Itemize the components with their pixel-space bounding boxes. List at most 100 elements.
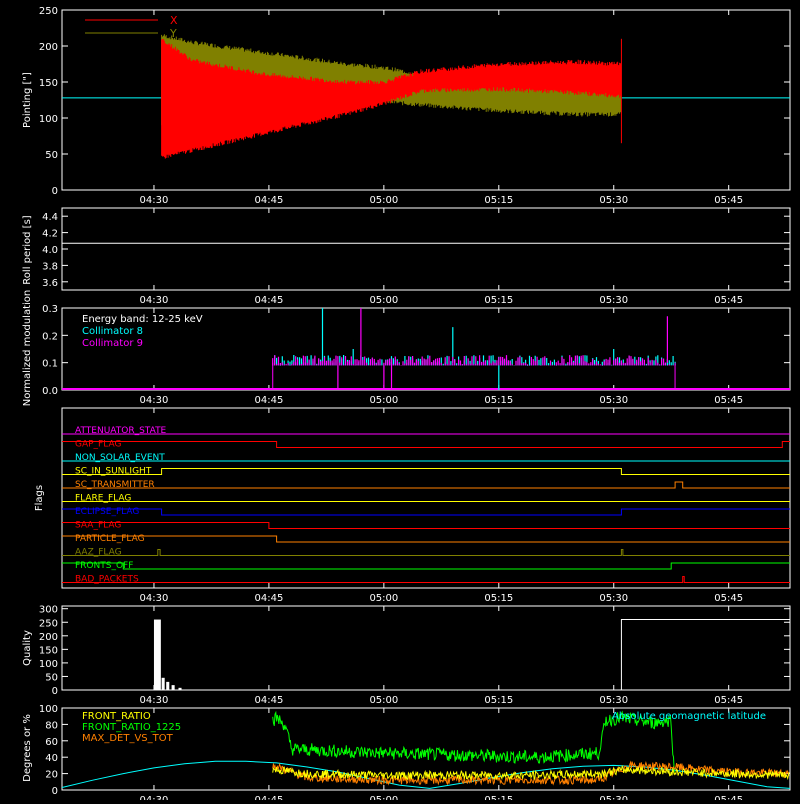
modulation-x-tick-label: 04:45 — [254, 395, 283, 406]
flag-label: FLARE_FLAG — [75, 494, 131, 504]
roll-x-tick-label: 05:15 — [484, 295, 513, 306]
flag-line — [62, 481, 790, 489]
flag-label: AAZ_FLAG — [75, 548, 122, 558]
flag-label: SAA_FLAG — [75, 521, 121, 531]
pointing-y-axis-label: Pointing ["] — [22, 72, 33, 128]
flag-label: PARTICLE_FLAG — [75, 534, 145, 544]
ratios-panel: 04:30 04:45 05:00 05:15 05:30 05:45 0 20 40 60 80 1… — [22, 704, 791, 804]
flags-x-tick-label: 04:30 — [140, 593, 169, 604]
flag-line — [62, 535, 790, 543]
pointing-x-tick-label: 05:00 — [369, 195, 398, 206]
pointing-legend-label: X — [170, 14, 178, 27]
quality-x-tick-label: 05:15 — [484, 695, 513, 706]
ratios-legend-label: MAX_DET_VS_TOT — [82, 733, 174, 744]
ratios-legend-label: FRONT_RATIO_1225 — [82, 722, 181, 733]
roll-y-tick-label: 3.8 — [42, 261, 58, 272]
flag-line — [62, 508, 790, 516]
ratios-series-front_ratio — [272, 764, 790, 781]
modulation-y-axis-label: Normalized modulation — [22, 290, 33, 407]
modulation-legend-label: Collimator 9 — [82, 338, 143, 349]
pointing-y-tick-label: 0 — [52, 186, 58, 197]
modulation-panel: 04:30 04:45 05:00 05:15 05:30 05:45 0.0 0.1 0.2 0… — [22, 290, 791, 407]
flag-label: SC_IN_SUNLIGHT — [75, 467, 152, 477]
modulation-series-collimator-8 — [272, 308, 676, 390]
pointing-y-tick-label: 150 — [39, 78, 58, 89]
quality-bar — [153, 619, 161, 690]
pointing-y-tick-label: 250 — [39, 6, 58, 17]
roll-panel: 04:30 04:45 05:00 05:15 05:30 05:45 3.6 3.8 4.0 4… — [22, 207, 791, 306]
ratios-annotation: Absolute geomagnetic latitude — [612, 711, 766, 722]
quality-bar — [161, 677, 165, 690]
quality-y-tick-label: 0 — [52, 686, 58, 697]
ratios-x-tick-label: 05:30 — [599, 795, 628, 800]
pointing-x-tick-label: 05:45 — [714, 195, 743, 206]
pointing-x-tick-label: 04:30 — [140, 195, 169, 206]
quality-bar — [166, 681, 170, 690]
ratios-x-tick-label: 04:45 — [254, 795, 283, 800]
flag-label: FRONTS_OFF — [75, 561, 133, 571]
quality-bar — [620, 619, 790, 690]
flag-label: ECLIPSE_FLAG — [75, 507, 139, 517]
quality-y-axis-label: Quality — [22, 630, 33, 666]
ratios-series-geomag — [61, 760, 791, 789]
modulation-y-tick-label: 0.0 — [42, 386, 58, 397]
flag-line — [62, 576, 790, 583]
roll-x-tick-label: 05:00 — [369, 295, 398, 306]
modulation-x-tick-label: 05:15 — [484, 395, 513, 406]
pointing-y-tick-label: 100 — [39, 114, 58, 125]
flag-label: BAD_PACKETS — [75, 575, 139, 585]
quality-y-tick-label: 200 — [39, 632, 58, 643]
flag-line — [62, 562, 790, 570]
ratios-x-tick-label: 05:00 — [369, 795, 398, 800]
ratios-x-tick-label: 05:45 — [714, 795, 743, 800]
quality-bar — [171, 685, 175, 690]
flag-label: SC_TRANSMITTER — [75, 480, 155, 490]
ratios-y-axis-label: Degrees or % — [22, 714, 33, 782]
ratios-x-tick-label: 05:15 — [484, 795, 513, 800]
ratios-y-tick-label: 0 — [52, 786, 58, 797]
quality-x-tick-label: 04:45 — [254, 695, 283, 706]
quality-frame — [61, 605, 791, 691]
ratios-y-tick-label: 20 — [45, 770, 58, 781]
modulation-series-collimator-9 — [272, 308, 676, 390]
roll-x-tick-label: 05:30 — [599, 295, 628, 306]
roll-y-tick-label: 4.4 — [42, 212, 58, 223]
pointing-frame — [61, 9, 791, 191]
roll-y-tick-label: 4.2 — [42, 229, 58, 240]
modulation-y-tick-label: 0.2 — [42, 331, 58, 342]
pointing-y-tick-label: 200 — [39, 42, 58, 53]
ratios-y-tick-label: 60 — [45, 737, 58, 748]
flag-label: ATTENUATOR_STATE — [75, 426, 167, 436]
ratios-legend-label: FRONT_RATIO — [82, 711, 151, 722]
roll-x-tick-label: 05:45 — [714, 295, 743, 306]
flags-x-tick-label: 05:30 — [599, 593, 628, 604]
quality-y-tick-label: 100 — [39, 659, 58, 670]
flag-line — [62, 549, 790, 556]
roll-x-tick-label: 04:30 — [140, 295, 169, 306]
ratios-y-tick-label: 100 — [39, 704, 58, 715]
flags-x-tick-label: 05:15 — [484, 593, 513, 604]
quality-y-tick-label: 50 — [45, 672, 58, 683]
ratios-series-max_det_vs_tot — [272, 760, 790, 786]
quality-x-tick-label: 04:30 — [140, 695, 169, 706]
pointing-x-tick-label: 04:45 — [254, 195, 283, 206]
ratios-y-tick-label: 80 — [45, 720, 58, 731]
pointing-panel: 04:30 04:45 05:00 05:15 05:30 05:45 0 50 100 150 2… — [22, 6, 791, 206]
flag-label: NON_SOLAR_EVENT — [75, 453, 165, 463]
flags-x-tick-label: 05:45 — [714, 593, 743, 604]
modulation-legend-label: Energy band: 12-25 keV — [82, 314, 203, 325]
quality-bar — [178, 687, 182, 690]
quality-y-tick-label: 300 — [39, 605, 58, 616]
flags-y-axis-label: Flags — [34, 485, 45, 511]
roll-y-axis-label: Roll period [s] — [22, 215, 33, 284]
quality-panel: 04:30 04:45 05:00 05:15 05:30 05:45 0 50 100 150 2… — [22, 605, 791, 706]
ratios-y-tick-label: 40 — [45, 753, 58, 764]
pointing-series-x — [161, 39, 621, 159]
roll-x-tick-label: 04:45 — [254, 295, 283, 306]
pointing-legend-label: Y — [169, 27, 177, 40]
modulation-y-tick-label: 0.3 — [42, 304, 58, 315]
pointing-x-tick-label: 05:30 — [599, 195, 628, 206]
roll-y-tick-label: 4.0 — [42, 245, 58, 256]
